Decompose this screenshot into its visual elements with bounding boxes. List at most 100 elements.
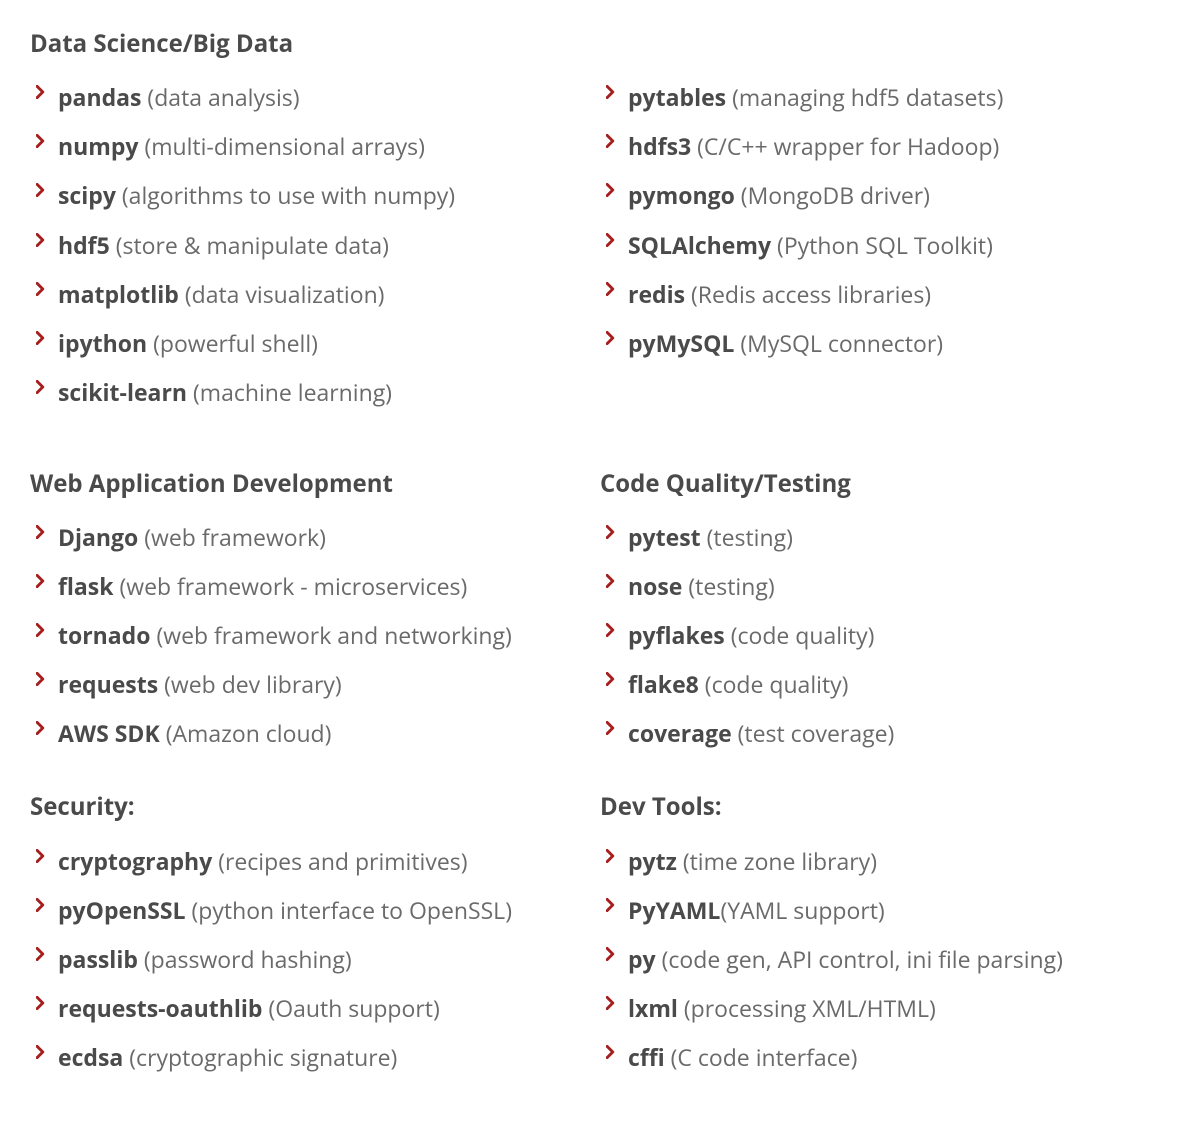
- package-description: (code quality): [725, 619, 875, 651]
- chevron-right-icon: [36, 721, 47, 739]
- package-description: (algorithms to use with numpy): [116, 179, 455, 211]
- package-item-pyyaml: PyYAML(YAML support): [600, 895, 1170, 926]
- package-item-hdfs3: hdfs3 (C/C++ wrapper for Hadoop): [600, 131, 1170, 162]
- chevron-right-icon: [36, 1045, 47, 1063]
- package-name: hdfs3: [628, 130, 691, 162]
- package-description: (YAML support): [720, 894, 884, 926]
- chevron-right-icon: [36, 947, 47, 965]
- chevron-right-icon: [606, 996, 617, 1014]
- chevron-right-icon: [606, 85, 617, 103]
- chevron-right-icon: [36, 849, 47, 867]
- package-item-pytest: pytest (testing): [600, 522, 1170, 553]
- package-item-py: py (code gen, API control, ini file pars…: [600, 944, 1170, 975]
- package-item-pandas: pandas (data analysis): [30, 82, 600, 113]
- chevron-right-icon: [36, 134, 47, 152]
- package-name: redis: [628, 278, 685, 310]
- package-item-ecdsa: ecdsa (cryptographic signature): [30, 1042, 600, 1073]
- package-name: flake8: [628, 668, 699, 700]
- chevron-right-icon: [36, 574, 47, 592]
- package-item-requests-oauthlib: requests-oauthlib (Oauth support): [30, 993, 600, 1024]
- package-name: cryptography: [58, 845, 212, 877]
- package-description: (data visualization): [179, 278, 385, 310]
- package-item-pymongo: pymongo (MongoDB driver): [600, 180, 1170, 211]
- package-item-pytz: pytz (time zone library): [600, 846, 1170, 877]
- package-description: (cryptographic signature): [123, 1041, 397, 1073]
- chevron-right-icon: [36, 898, 47, 916]
- section-security: Security:cryptography (recipes and primi…: [30, 791, 600, 1099]
- package-name: pyMySQL: [628, 327, 734, 359]
- package-description: (powerful shell): [147, 327, 318, 359]
- package-name: nose: [628, 570, 682, 602]
- package-item-nose: nose (testing): [600, 571, 1170, 602]
- package-description: (multi-dimensional arrays): [138, 130, 424, 162]
- chevron-right-icon: [606, 898, 617, 916]
- section-title: Dev Tools:: [600, 791, 1170, 823]
- chevron-right-icon: [606, 331, 617, 349]
- package-item-hdf5: hdf5 (store & manipulate data): [30, 230, 600, 261]
- package-item-lxml: lxml (processing XML/HTML): [600, 993, 1170, 1024]
- chevron-right-icon: [606, 1045, 617, 1063]
- package-name: flask: [58, 570, 114, 602]
- package-list: pandas (data analysis)pytables (managing…: [30, 82, 1170, 425]
- package-name: requests-oauthlib: [58, 992, 262, 1024]
- package-item-sqlalchemy: SQLAlchemy (Python SQL Toolkit): [600, 230, 1170, 261]
- chevron-right-icon: [606, 282, 617, 300]
- package-name: ecdsa: [58, 1041, 123, 1073]
- chevron-right-icon: [606, 849, 617, 867]
- package-name: py: [628, 943, 656, 975]
- package-name: PyYAML: [628, 894, 720, 926]
- package-name: scikit-learn: [58, 376, 187, 408]
- section-title: Web Application Development: [30, 468, 600, 500]
- chevron-right-icon: [36, 380, 47, 398]
- package-item-pyopenssl: pyOpenSSL (python interface to OpenSSL): [30, 895, 600, 926]
- package-description: (testing): [682, 570, 774, 602]
- package-item-flask: flask (web framework - microservices): [30, 571, 600, 602]
- package-name: numpy: [58, 130, 138, 162]
- package-description: (time zone library): [677, 845, 877, 877]
- package-item-cryptography: cryptography (recipes and primitives): [30, 846, 600, 877]
- package-description: (test coverage): [732, 717, 895, 749]
- package-item-redis: redis (Redis access libraries): [600, 279, 1170, 310]
- package-description: (Redis access libraries): [685, 278, 931, 310]
- package-description: (recipes and primitives): [212, 845, 467, 877]
- package-name: cffi: [628, 1041, 665, 1073]
- package-description: (password hashing): [138, 943, 352, 975]
- chevron-right-icon: [36, 282, 47, 300]
- package-description: (web dev library): [158, 668, 342, 700]
- package-item-requests: requests (web dev library): [30, 669, 600, 700]
- package-description: (web framework): [138, 521, 326, 553]
- chevron-right-icon: [36, 233, 47, 251]
- chevron-right-icon: [36, 672, 47, 690]
- package-item-ipython: ipython (powerful shell): [30, 328, 600, 359]
- package-item-django: Django (web framework): [30, 522, 600, 553]
- package-name: SQLAlchemy: [628, 229, 771, 261]
- package-description: (code gen, API control, ini file parsing…: [656, 943, 1063, 975]
- chevron-right-icon: [606, 623, 617, 641]
- section-web-application-development: Web Application Development Django (web f…: [30, 468, 600, 776]
- package-name: requests: [58, 668, 158, 700]
- chevron-right-icon: [606, 525, 617, 543]
- chevron-right-icon: [606, 672, 617, 690]
- package-name: hdf5: [58, 229, 110, 261]
- package-item-tornado: tornado (web framework and networking): [30, 620, 600, 651]
- package-description: (web framework - microservices): [114, 570, 468, 602]
- section-data-science-big-data: Data Science/Big Datapandas (data analys…: [30, 28, 1170, 452]
- package-name: pytables: [628, 81, 726, 113]
- package-description: (web framework and networking): [150, 619, 511, 651]
- package-description: (Oauth support): [262, 992, 439, 1024]
- package-name: pyflakes: [628, 619, 725, 651]
- package-list: pytz (time zone library) PyYAML(YAML supp…: [600, 846, 1170, 1073]
- chevron-right-icon: [36, 85, 47, 103]
- package-item-pytables: pytables (managing hdf5 datasets): [600, 82, 1170, 113]
- section-code-quality-testing: Code Quality/Testingpytest (testing)nose…: [600, 468, 1170, 776]
- chevron-right-icon: [36, 525, 47, 543]
- package-item-coverage: coverage (test coverage): [600, 718, 1170, 749]
- chevron-right-icon: [606, 134, 617, 152]
- package-description: (testing): [701, 521, 793, 553]
- package-name: passlib: [58, 943, 138, 975]
- package-name: scipy: [58, 179, 116, 211]
- package-description: (code quality): [699, 668, 849, 700]
- package-item-scikit-learn: scikit-learn (machine learning): [30, 377, 600, 408]
- chevron-right-icon: [606, 947, 617, 965]
- chevron-right-icon: [606, 233, 617, 251]
